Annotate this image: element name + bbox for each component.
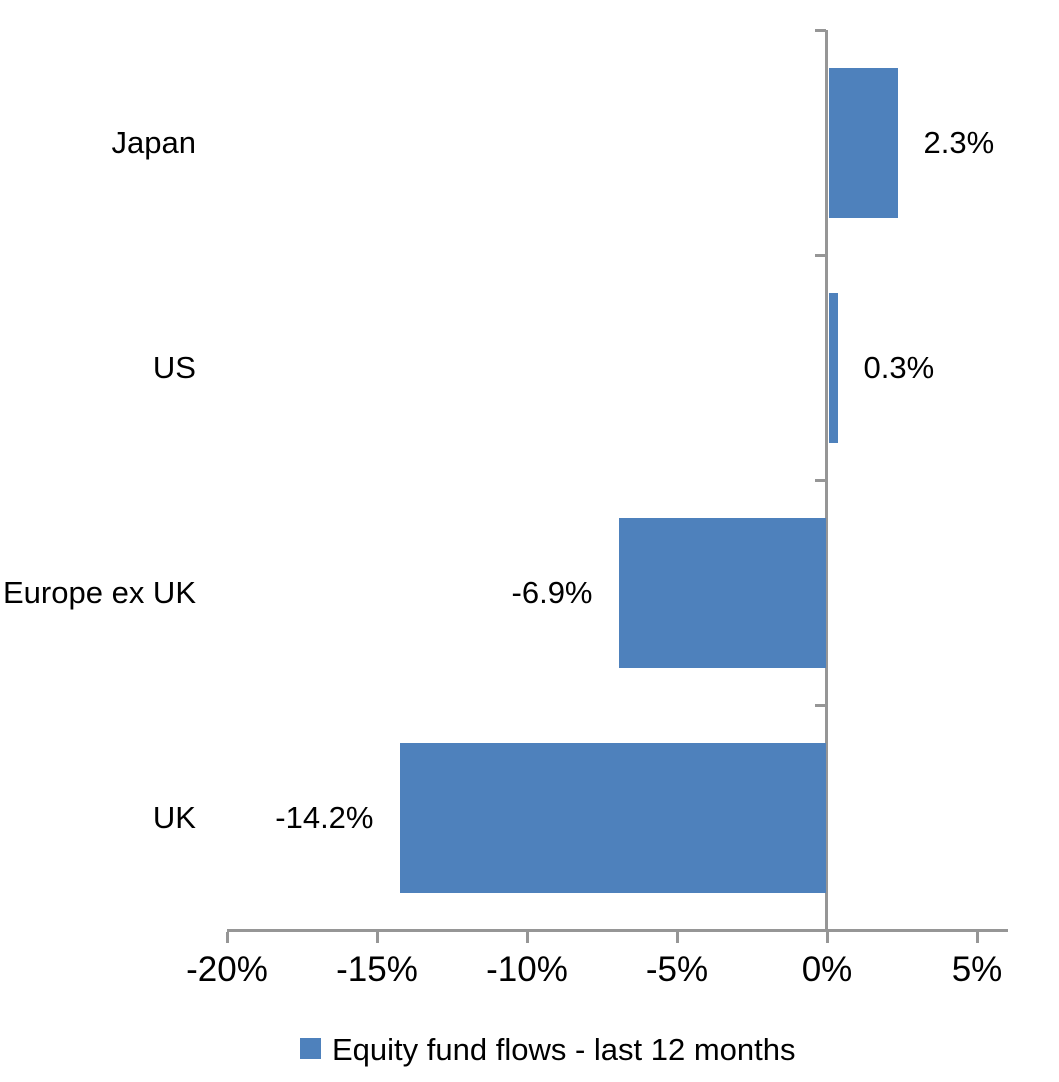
bar-uk [399, 742, 826, 893]
value-axis-tick [975, 932, 979, 943]
value-axis-tick [825, 932, 829, 943]
bar-europe-ex-uk [618, 517, 826, 668]
value-axis-tick [525, 932, 529, 943]
value-label-us: 0.3% [863, 349, 935, 385]
legend: Equity fund flows - last 12 months [0, 1026, 1059, 1076]
value-axis-tick [675, 932, 679, 943]
category-label-japan: Japan [111, 124, 196, 160]
bar-us [828, 292, 838, 443]
value-axis-tick-label: 5% [951, 950, 1003, 989]
category-axis-tick [815, 253, 826, 257]
value-axis-line [227, 929, 1008, 932]
category-axis-tick [815, 28, 826, 32]
category-label-us: US [152, 349, 196, 385]
value-label-japan: 2.3% [923, 124, 995, 160]
value-axis-tick-label: -10% [486, 950, 568, 989]
legend-swatch-icon [300, 1038, 321, 1059]
value-axis-tick [375, 932, 379, 943]
value-axis-tick-label: -15% [336, 950, 418, 989]
value-axis-tick [225, 932, 229, 943]
value-axis-tick-label: -5% [645, 950, 709, 989]
category-axis-tick [815, 703, 826, 707]
category-label-uk: UK [152, 799, 196, 835]
value-axis-tick-label: 0% [801, 950, 853, 989]
category-label-europe-ex-uk: Europe ex UK [3, 574, 196, 610]
category-axis-line [825, 30, 828, 930]
legend-label: Equity fund flows - last 12 months [332, 1032, 796, 1067]
bar-japan [828, 67, 898, 218]
category-axis-tick [815, 478, 826, 482]
value-axis-tick-label: -20% [186, 950, 268, 989]
value-label-uk: -14.2% [275, 799, 374, 835]
category-axis-tick [815, 928, 826, 932]
value-label-europe-ex-uk: -6.9% [511, 574, 593, 610]
